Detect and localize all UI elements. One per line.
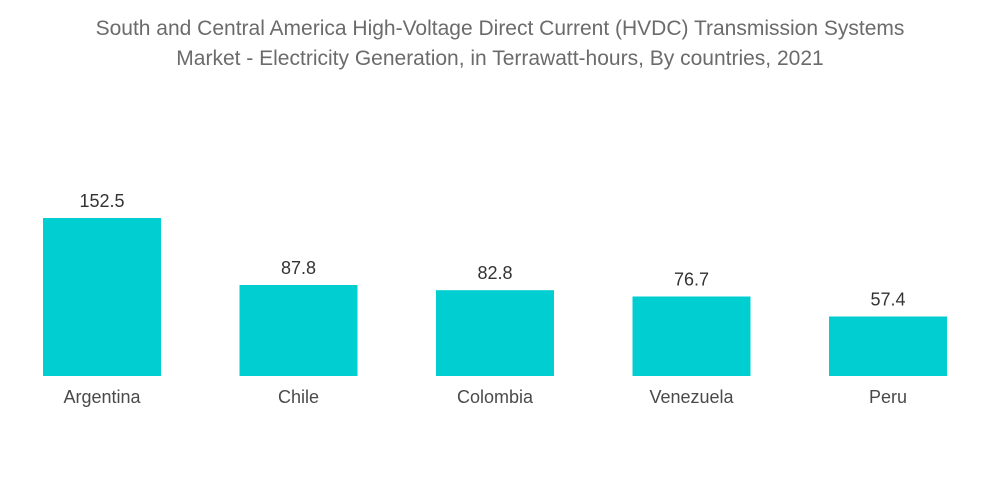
x-tick-label-argentina: Argentina (63, 387, 141, 407)
value-label-colombia: 82.8 (477, 263, 512, 283)
bar-venezuela (632, 296, 751, 376)
x-tick-label-chile: Chile (278, 387, 319, 407)
x-tick-label-peru: Peru (869, 387, 907, 407)
bar-colombia (436, 290, 554, 376)
chart-title-line-1: South and Central America High-Voltage D… (95, 17, 905, 40)
value-label-peru: 57.4 (870, 290, 905, 310)
bar-peru (829, 316, 947, 376)
value-label-chile: 87.8 (281, 258, 316, 278)
value-label-argentina: 152.5 (79, 191, 124, 211)
chart-title: South and Central America High-Voltage D… (20, 14, 980, 74)
bar-argentina (43, 218, 161, 376)
value-label-venezuela: 76.7 (674, 270, 709, 290)
x-tick-label-venezuela: Venezuela (649, 387, 734, 407)
bar-chile (239, 285, 358, 376)
x-tick-label-colombia: Colombia (457, 387, 534, 407)
chart-title-line-2: Market - Electricity Generation, in Terr… (176, 47, 824, 70)
